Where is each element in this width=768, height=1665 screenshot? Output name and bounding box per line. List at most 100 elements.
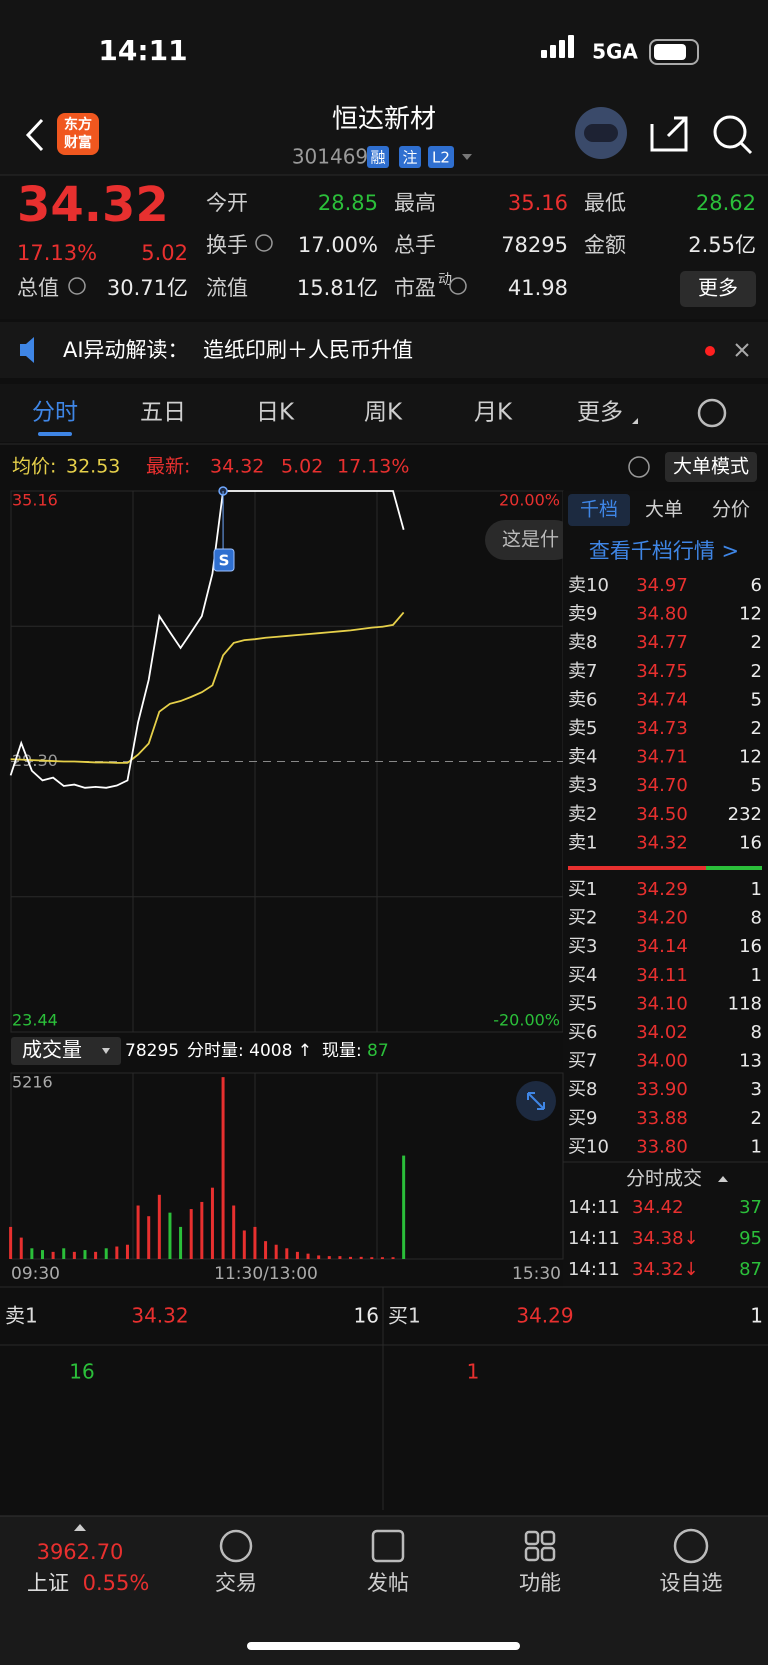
volume-bar: [62, 1248, 66, 1259]
volume-bar: [136, 1205, 140, 1259]
tab[interactable]: 周K: [364, 400, 403, 426]
field-value: 2.55亿: [688, 233, 756, 257]
field-value: 28.62: [696, 191, 756, 215]
field-label: 换手: [206, 233, 248, 257]
book-tab-active[interactable]: [568, 494, 630, 526]
tab-item[interactable]: 交易: [215, 1571, 257, 1595]
trade-qty: 95: [739, 1228, 762, 1249]
book-label: 买5: [568, 993, 597, 1014]
func-icon: [540, 1530, 556, 1546]
trade-price: 34.42: [632, 1197, 684, 1218]
more-button[interactable]: [680, 271, 756, 307]
help-icon[interactable]: [628, 456, 650, 478]
field-value: 78295: [501, 233, 568, 257]
trade-price: 34.32↓: [632, 1259, 699, 1280]
volume-bar: [327, 1256, 331, 1259]
tabbar-bg: [0, 1516, 768, 1665]
change: 5.02: [141, 241, 188, 265]
book-tab[interactable]: 千档: [580, 499, 618, 521]
signal-bar: [550, 45, 556, 58]
logo-text: 东方: [64, 116, 92, 133]
stock-code: 301469: [292, 145, 368, 169]
book-label: 买4: [568, 965, 597, 986]
book-qty: 16: [739, 936, 762, 957]
book-qty: 1: [751, 1136, 762, 1157]
signal-bar: [568, 35, 574, 58]
book-price: 34.77: [636, 632, 688, 653]
tab-underline: [38, 432, 72, 436]
book-label: 卖10: [568, 575, 609, 596]
signal-badge: [213, 548, 235, 572]
volume-bar: [295, 1251, 299, 1259]
tab[interactable]: 分时: [32, 400, 78, 426]
book-qty: 2: [751, 661, 762, 682]
index-value[interactable]: 3962.70: [37, 1540, 124, 1564]
header-bg: [0, 0, 768, 175]
volume-selector[interactable]: 成交量: [22, 1038, 82, 1062]
book-bg: [563, 491, 768, 1287]
volume-bar: [317, 1255, 321, 1259]
book-qty: 232: [728, 804, 762, 825]
volume-bar: [157, 1194, 161, 1259]
back-button[interactable]: [25, 118, 44, 152]
book-label: 卖3: [568, 775, 597, 796]
index-pct[interactable]: 0.55%: [83, 1571, 150, 1595]
change: 5.02: [281, 456, 323, 478]
settings-icon[interactable]: [697, 398, 727, 428]
book-label: 卖4: [568, 747, 597, 768]
tab[interactable]: 日K: [256, 400, 295, 426]
func-icon: [540, 1546, 556, 1562]
mode-button[interactable]: [665, 452, 757, 482]
post-icon: [371, 1529, 405, 1563]
badge: [428, 146, 454, 168]
close-icon[interactable]: [735, 343, 749, 357]
book-link[interactable]: 查看千档行情 >: [589, 539, 739, 563]
field-value: 17.00%: [298, 233, 378, 257]
change-pct: 17.13%: [17, 241, 97, 265]
info-icon: [449, 277, 467, 295]
robot-face: [584, 124, 618, 142]
battery-level: [654, 44, 686, 60]
book-tab[interactable]: 分价: [712, 499, 750, 521]
y2-tick-label: -20.00%: [493, 1011, 560, 1030]
price-line: [9, 490, 405, 789]
func-icon: [524, 1546, 540, 1562]
volume-bar: [179, 1226, 183, 1259]
y-tick-label: 35.16: [12, 491, 58, 510]
badge: [399, 146, 421, 168]
tab-item[interactable]: 发帖: [367, 1571, 409, 1595]
mode-button-text[interactable]: 大单模式: [673, 456, 749, 478]
volume-bar: [189, 1209, 193, 1259]
search-handle: [739, 141, 753, 155]
book-tab[interactable]: 大单: [645, 499, 683, 521]
tab-item[interactable]: 功能: [519, 1571, 561, 1595]
tab[interactable]: 更多: [577, 400, 623, 426]
tab[interactable]: 月K: [474, 400, 513, 426]
dropdown: [632, 418, 638, 424]
more-button-text[interactable]: 更多: [698, 276, 738, 300]
book-label: 卖5: [568, 718, 597, 739]
book-price: 34.97: [636, 575, 688, 596]
trade-time: 14:11: [568, 1197, 620, 1218]
search-icon[interactable]: [713, 115, 747, 149]
volume-bar: [359, 1256, 363, 1259]
volume-bar: [210, 1187, 214, 1259]
info-icon: [68, 277, 86, 295]
trade-qty: 37: [739, 1197, 762, 1218]
volume-bar: [125, 1244, 129, 1259]
share-icon[interactable]: [650, 116, 688, 152]
selector-bg[interactable]: [11, 1037, 121, 1065]
watch-icon: [673, 1528, 709, 1564]
book-label: 买1: [568, 879, 597, 900]
field-value: 15.81亿: [297, 276, 378, 300]
tab-item[interactable]: 设自选: [660, 1571, 723, 1595]
speaker-icon: [20, 337, 34, 363]
index-name[interactable]: 上证: [27, 1571, 69, 1595]
book-label: 卖7: [568, 661, 597, 682]
trade-price: 34.38↓: [632, 1228, 699, 1249]
time-label: 15:30: [512, 1264, 561, 1284]
volume-bar: [115, 1246, 119, 1259]
tab[interactable]: 五日: [140, 400, 186, 426]
buy-price: 34.29: [516, 1304, 573, 1328]
volume-bar: [221, 1077, 225, 1259]
